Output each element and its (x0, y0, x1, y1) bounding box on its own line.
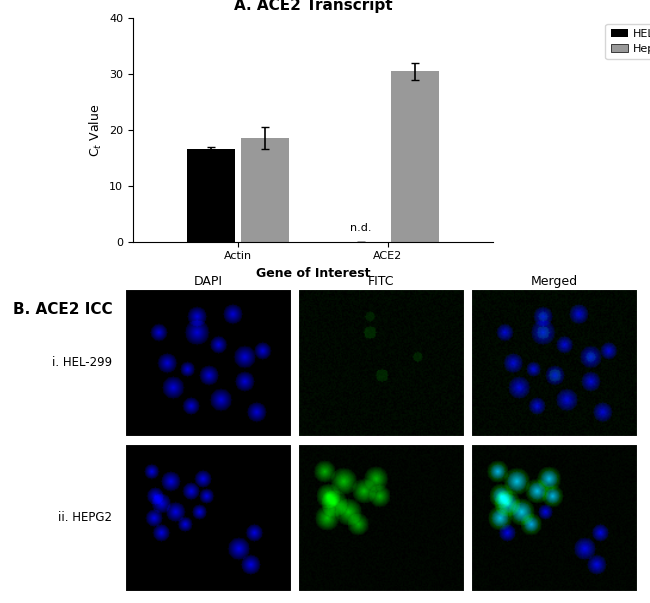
Title: DAPI: DAPI (194, 275, 223, 288)
Title: Merged: Merged (530, 275, 577, 288)
Text: i. HEL-299: i. HEL-299 (52, 356, 112, 369)
X-axis label: Gene of Interest: Gene of Interest (255, 267, 370, 280)
Text: B. ACE2 ICC: B. ACE2 ICC (13, 302, 112, 317)
Bar (241, 138, 289, 242)
Bar (187, 150, 235, 242)
Text: ii. HEPG2: ii. HEPG2 (58, 511, 112, 524)
Title: FITC: FITC (368, 275, 395, 288)
Title: A. ACE2 Transcript: A. ACE2 Transcript (234, 0, 393, 13)
Bar (391, 71, 439, 242)
Text: n.d.: n.d. (350, 223, 372, 233)
Legend: HEL-299, HepG2: HEL-299, HepG2 (605, 24, 650, 59)
Y-axis label: C$_t$ Value: C$_t$ Value (88, 103, 103, 157)
